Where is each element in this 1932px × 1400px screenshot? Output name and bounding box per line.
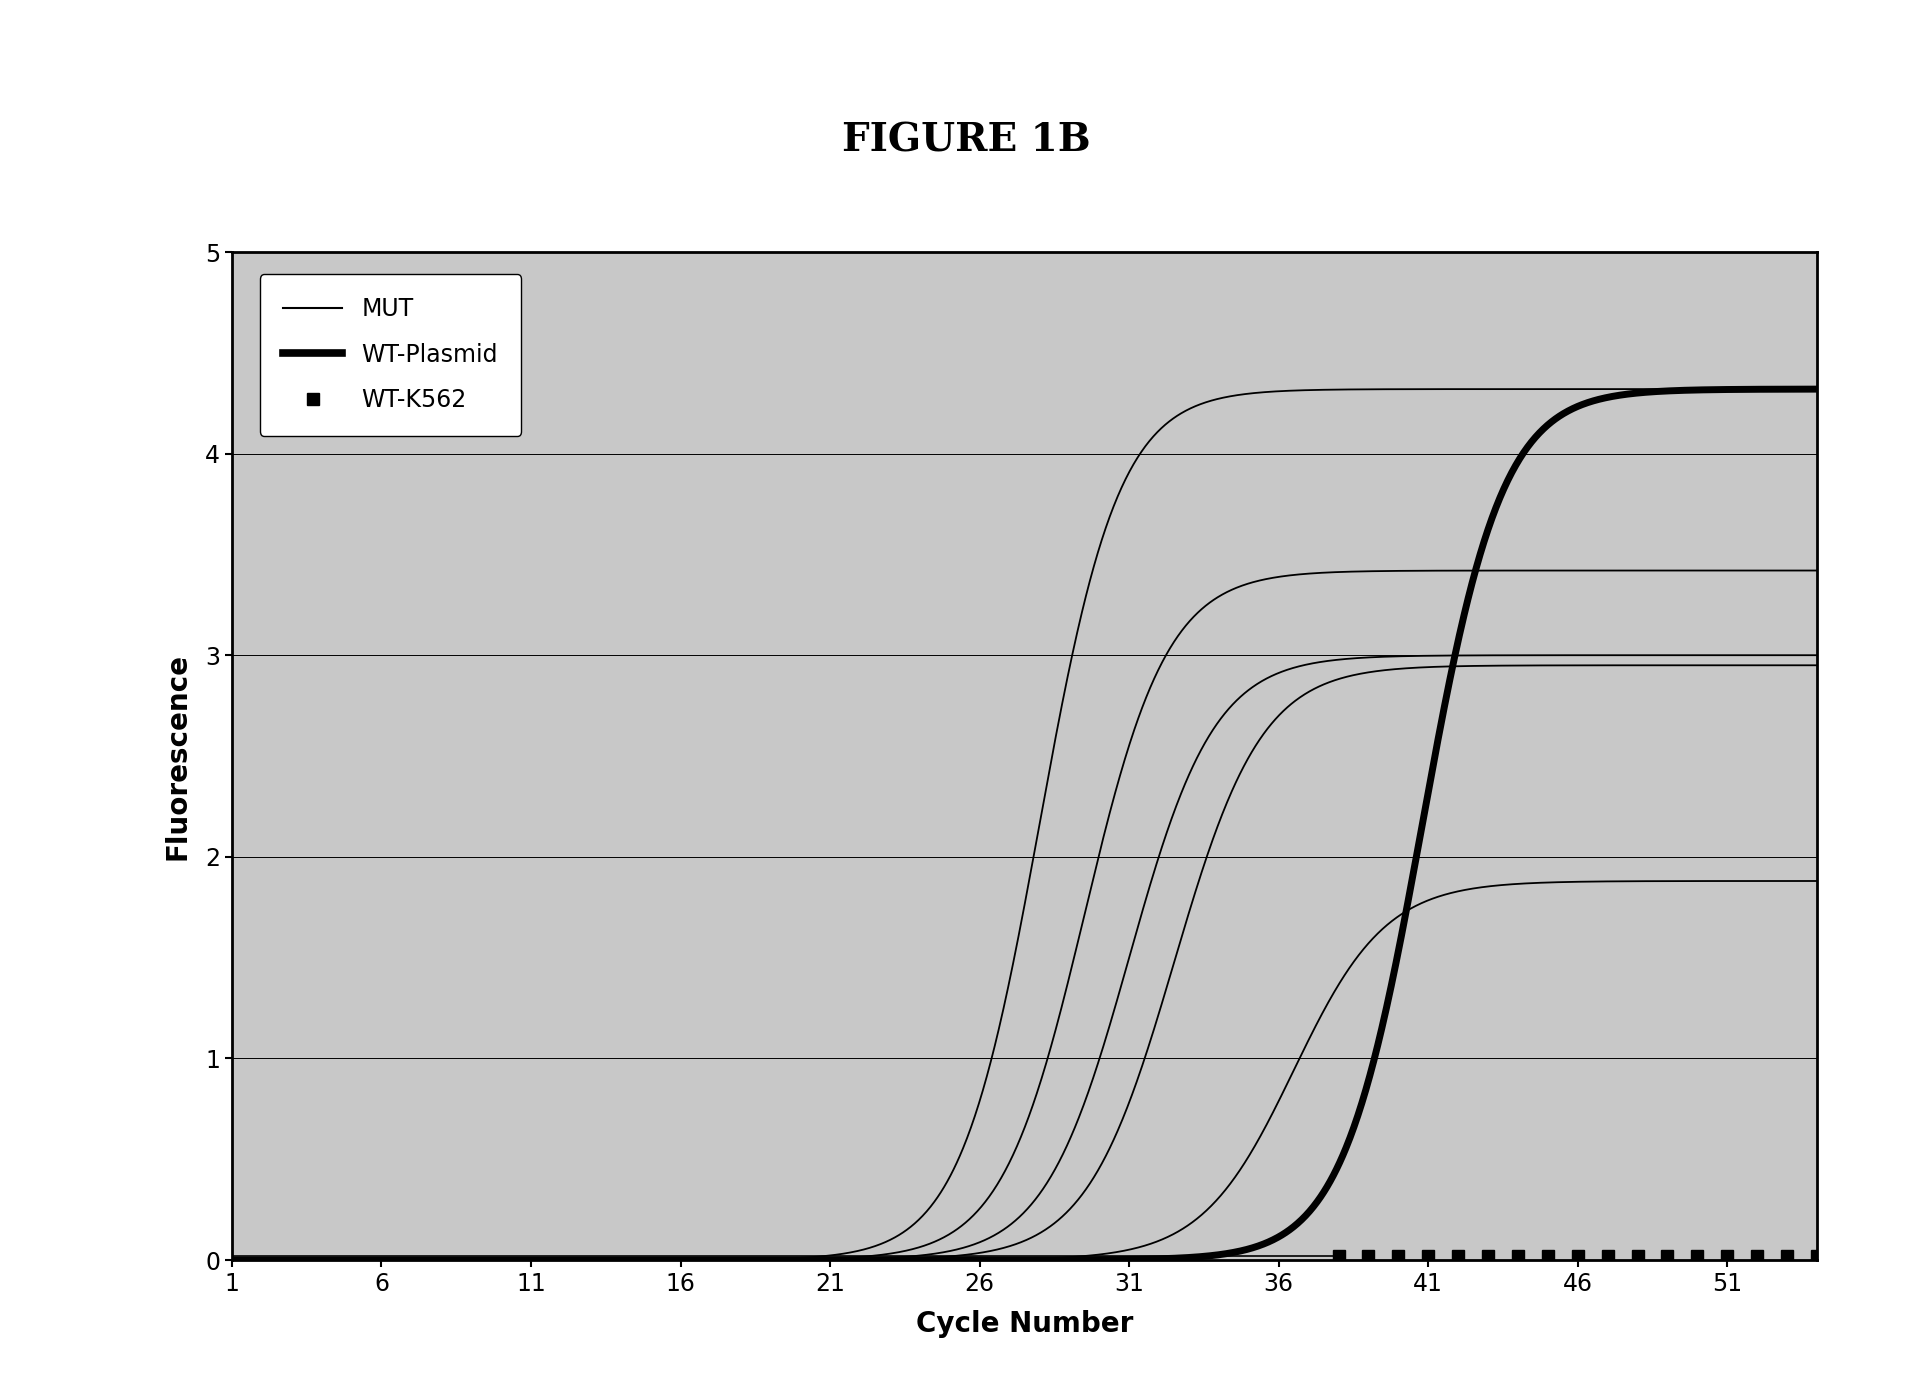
Text: FIGURE 1B: FIGURE 1B [842, 120, 1090, 160]
Legend: MUT, WT-Plasmid, WT-K562: MUT, WT-Plasmid, WT-K562 [259, 274, 522, 435]
X-axis label: Cycle Number: Cycle Number [916, 1309, 1132, 1337]
Y-axis label: Fluorescence: Fluorescence [162, 652, 191, 860]
